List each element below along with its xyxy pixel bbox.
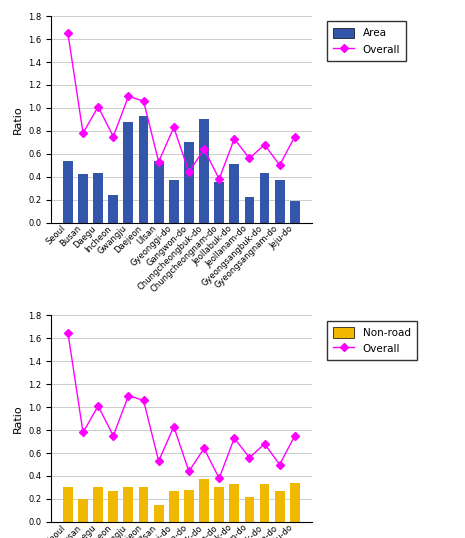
Bar (184, 490, 194, 522)
Bar (139, 116, 148, 223)
Bar (124, 122, 133, 223)
Bar (63, 487, 73, 522)
Bar (78, 174, 88, 223)
Bar (259, 484, 269, 522)
Bar (245, 197, 254, 223)
Bar (199, 479, 209, 522)
Bar (229, 164, 239, 223)
Bar (93, 487, 103, 522)
Bar (78, 499, 88, 522)
Bar (199, 119, 209, 223)
Bar (124, 487, 133, 522)
Bar (169, 491, 179, 522)
Bar (275, 491, 285, 522)
Bar (108, 491, 118, 522)
Bar (259, 173, 269, 223)
Bar (275, 180, 285, 223)
Legend: Non-road, Overall: Non-road, Overall (327, 321, 417, 360)
Bar (154, 161, 164, 223)
Bar (93, 173, 103, 223)
Legend: Area, Overall: Area, Overall (327, 22, 406, 61)
Bar (229, 484, 239, 522)
Y-axis label: Ratio: Ratio (13, 105, 23, 133)
Bar (139, 487, 148, 522)
Y-axis label: Ratio: Ratio (13, 405, 23, 433)
Bar (184, 142, 194, 223)
Bar (169, 180, 179, 223)
Bar (245, 497, 254, 522)
Bar (214, 182, 224, 223)
Bar (290, 201, 300, 223)
Bar (290, 483, 300, 522)
Bar (108, 195, 118, 223)
Bar (214, 487, 224, 522)
Bar (154, 505, 164, 522)
Bar (63, 161, 73, 223)
